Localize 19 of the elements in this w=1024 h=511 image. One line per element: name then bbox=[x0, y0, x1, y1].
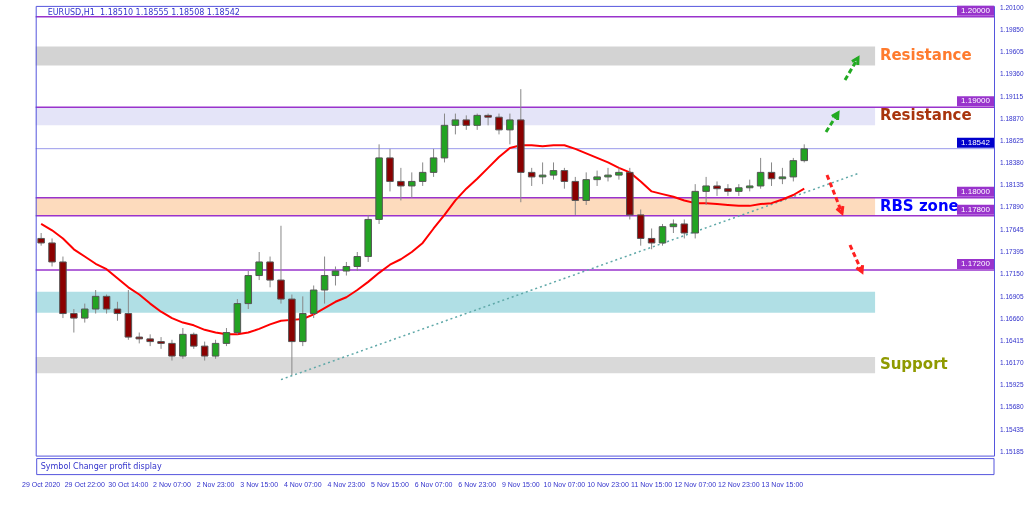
candlestick bbox=[157, 336, 165, 350]
ref-line-label: 1.18000 bbox=[961, 186, 991, 196]
ref-line-label: 1.19000 bbox=[961, 96, 991, 106]
candlestick bbox=[266, 256, 274, 288]
candlestick bbox=[724, 183, 732, 197]
text: Symbol Changer profit display bbox=[40, 461, 162, 471]
ref-line-label: 1.17800 bbox=[961, 205, 991, 215]
candlestick bbox=[582, 171, 590, 206]
candlestick bbox=[702, 176, 710, 206]
candlestick bbox=[70, 308, 78, 334]
band-label: Resistance bbox=[879, 106, 972, 125]
chart-title: EURUSD,H1 1.18510 1.18555 1.18508 1.18542 bbox=[47, 7, 240, 17]
ref-line-label: 1.17200 bbox=[961, 259, 991, 269]
ref-line-label: 1.18542 bbox=[961, 137, 991, 147]
band-label: Support bbox=[879, 355, 948, 374]
candlestick bbox=[386, 148, 394, 192]
ref-line-label: 1.20000 bbox=[961, 5, 991, 15]
band-label: Resistance bbox=[879, 46, 972, 65]
band-label: RBS zone bbox=[879, 196, 959, 215]
